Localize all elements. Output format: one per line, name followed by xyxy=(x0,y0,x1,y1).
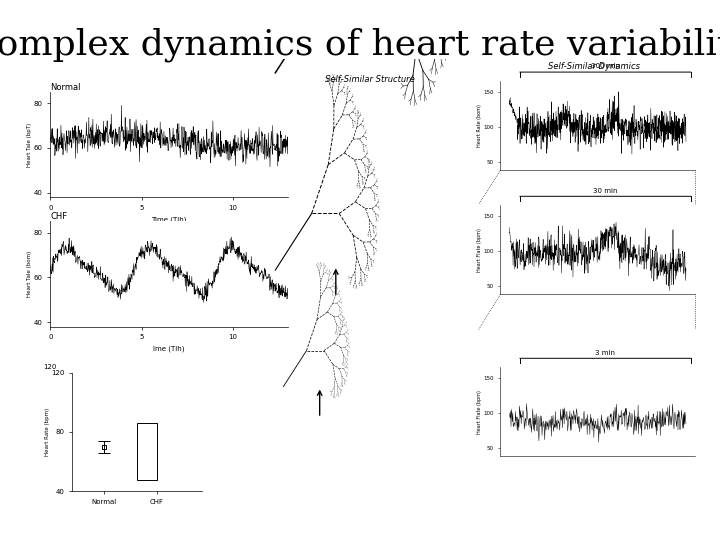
Text: CHF: CHF xyxy=(50,212,68,221)
Text: 3 min: 3 min xyxy=(595,349,616,356)
Text: Self-Similar Dynamics: Self-Similar Dynamics xyxy=(548,62,640,71)
Y-axis label: Heart Tale (bpT): Heart Tale (bpT) xyxy=(27,123,32,166)
Y-axis label: Heart Rate (bom): Heart Rate (bom) xyxy=(477,104,482,147)
Text: 300 min: 300 min xyxy=(591,63,620,70)
Y-axis label: Heart Flate (bpm): Heart Flate (bpm) xyxy=(477,390,482,434)
Text: Normal: Normal xyxy=(50,83,81,92)
Y-axis label: Heart Tale (bom): Heart Tale (bom) xyxy=(27,251,32,297)
Text: 120: 120 xyxy=(43,363,57,370)
Y-axis label: Heart Rate (bpm): Heart Rate (bpm) xyxy=(45,408,50,456)
Text: Complex dynamics of heart rate variability: Complex dynamics of heart rate variabili… xyxy=(0,27,720,62)
X-axis label: Time (TIh): Time (TIh) xyxy=(151,217,187,223)
Y-axis label: Heart Flate (bpm): Heart Flate (bpm) xyxy=(477,228,482,272)
Bar xyxy=(138,423,157,480)
X-axis label: Ime (TIh): Ime (TIh) xyxy=(153,346,185,353)
Text: Self-Similar Structure: Self-Similar Structure xyxy=(325,75,415,84)
Text: 30 min: 30 min xyxy=(593,187,618,194)
